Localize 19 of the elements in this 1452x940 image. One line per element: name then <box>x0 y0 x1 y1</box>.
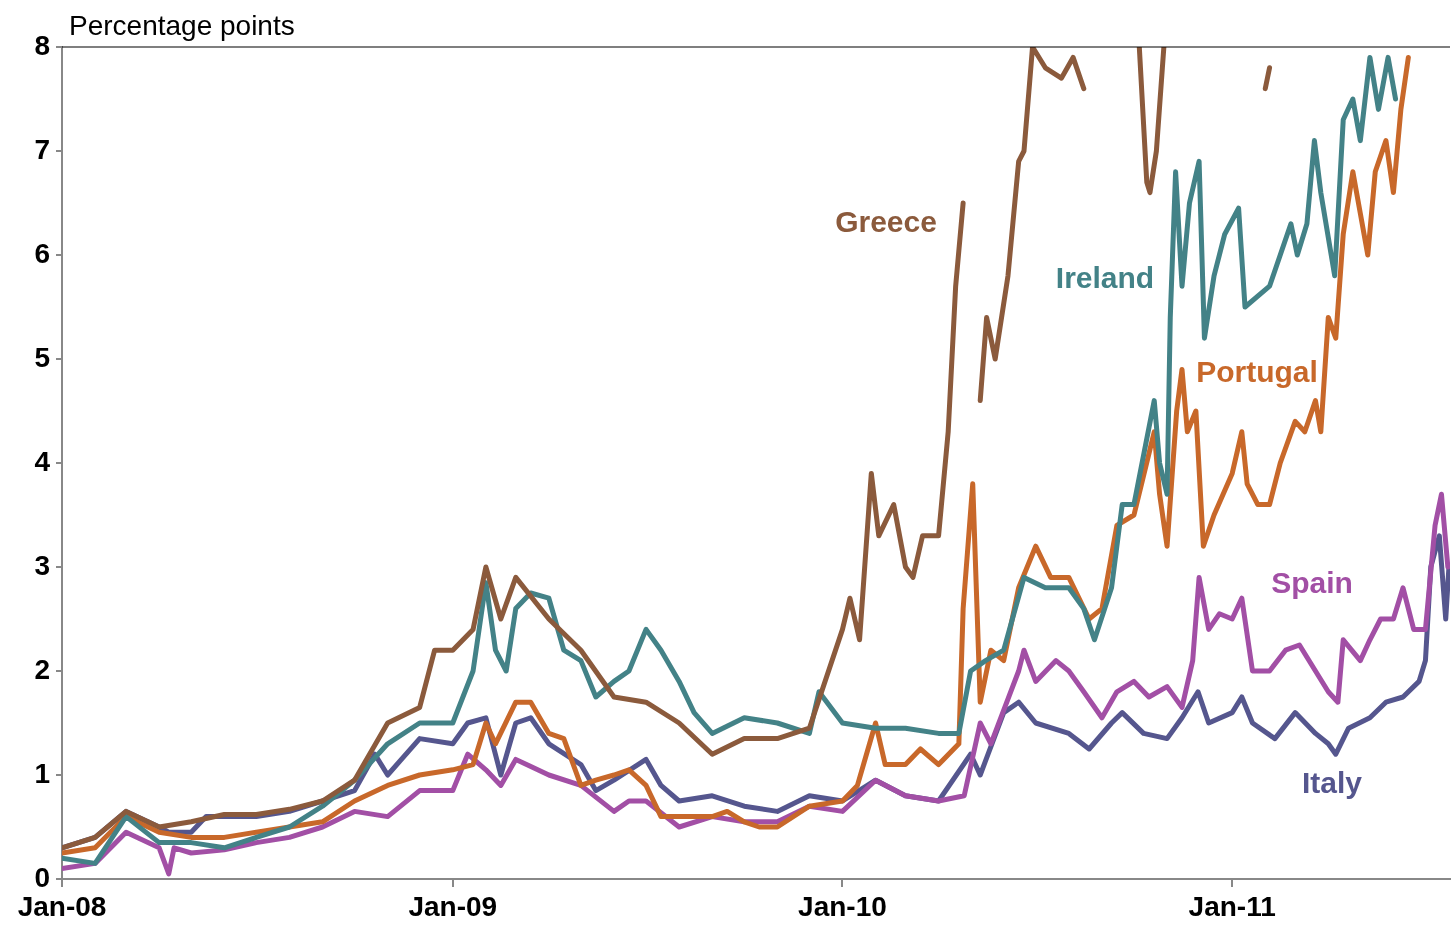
y-tick-label: 4 <box>34 445 51 477</box>
y-tick-label: 0 <box>34 861 50 893</box>
series-label: Portugal <box>1196 355 1318 389</box>
y-tick-label: 3 <box>34 549 50 581</box>
series-label: Italy <box>1301 766 1363 800</box>
y-axis-title: Percentage points <box>69 9 295 41</box>
y-tick-label: 6 <box>34 237 50 269</box>
x-tick-label: Jan-11 <box>1188 890 1276 922</box>
x-tick-label: Jan-10 <box>798 890 887 922</box>
series-label: Greece <box>835 205 937 239</box>
series-label: Spain <box>1271 566 1353 600</box>
y-tick-label: 1 <box>34 757 50 789</box>
series-label: Ireland <box>1055 261 1155 295</box>
x-tick-label: Jan-08 <box>17 890 107 922</box>
y-tick-label: 7 <box>34 133 50 165</box>
y-tick-label: 5 <box>34 341 50 373</box>
y-tick-label: 8 <box>34 29 50 61</box>
x-tick-label: Jan-09 <box>408 890 498 922</box>
y-tick-label: 2 <box>34 653 50 685</box>
